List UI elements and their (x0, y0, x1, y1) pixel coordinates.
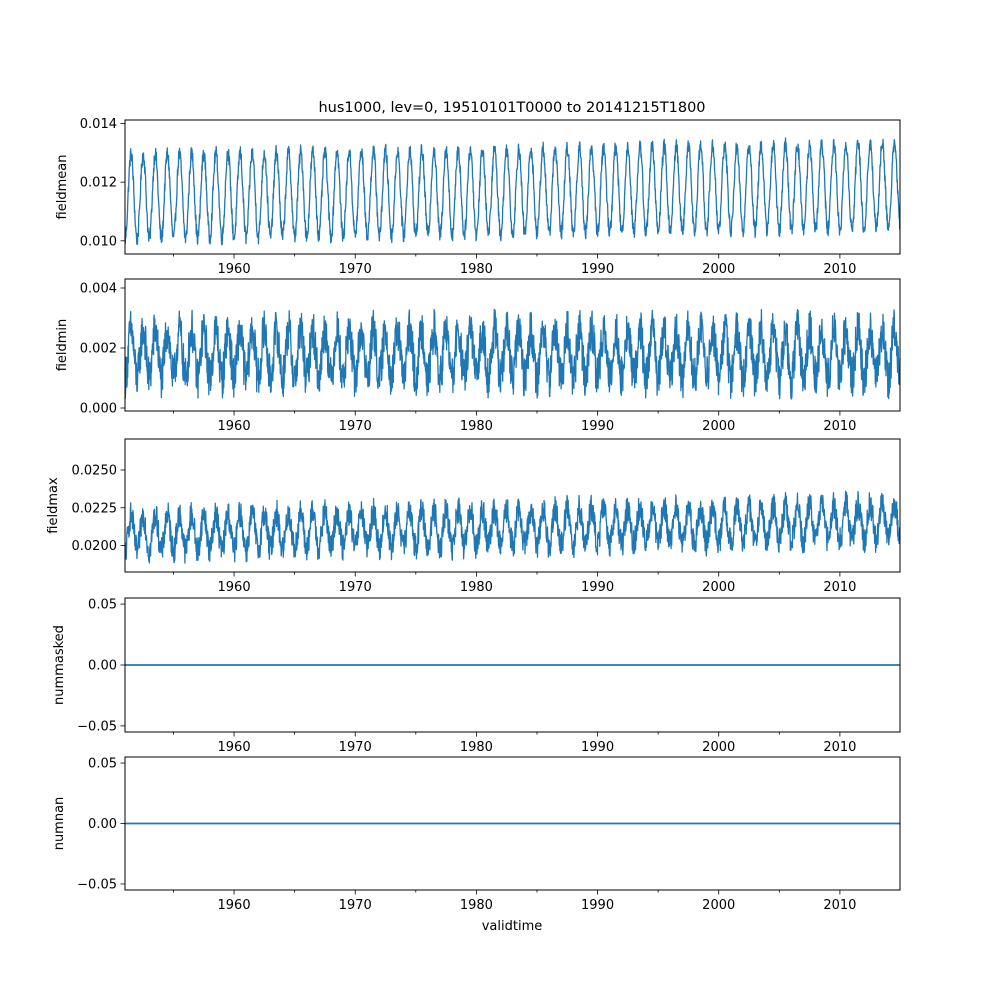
y-axis-label-fieldmin: fieldmin (55, 319, 70, 372)
x-tick-label: 1960 (218, 740, 251, 755)
y-tick-label: 0.002 (80, 342, 117, 357)
y-tick-label: −0.05 (77, 877, 117, 892)
y-axis-label-fieldmean: fieldmean (55, 155, 70, 220)
series-line-fieldmean (124, 137, 901, 246)
x-tick-label: 2010 (823, 580, 856, 595)
x-tick-label: 2010 (823, 898, 856, 913)
x-tick-label: 1990 (581, 580, 614, 595)
x-tick-label: 1960 (218, 262, 251, 277)
y-tick-label: 0.00 (88, 817, 117, 832)
x-tick-label: 1970 (339, 898, 372, 913)
y-axis-label-fieldmax: fieldmax (46, 477, 61, 534)
x-tick-label: 1970 (339, 419, 372, 434)
subplot-nummasked: 1960 1970 1980 1990 2000 2010 −0.05 0.00 0.05 num… (52, 597, 901, 755)
x-tick-label: 1980 (460, 262, 493, 277)
x-tick-label: 1990 (581, 898, 614, 913)
x-tick-label: 1960 (218, 419, 251, 434)
axes-frame-fieldmax (124, 438, 901, 573)
x-tick-label: 1960 (218, 898, 251, 913)
x-tick-label: 2010 (823, 740, 856, 755)
figure-title: hus1000, lev=0, 19510101T0000 to 2014121… (318, 100, 705, 116)
x-tick-label: 1990 (581, 740, 614, 755)
x-tick-label: 1990 (581, 262, 614, 277)
x-tick-label: 1990 (581, 419, 614, 434)
x-tick-label: 1980 (460, 580, 493, 595)
x-tick-label: 2010 (823, 419, 856, 434)
y-tick-label: 0.00 (88, 659, 117, 674)
subplot-panels: 1960 1970 1980 1990 2000 2010 0.010 0.012 0.014 f… (46, 117, 901, 913)
y-axis-label-numnan: numnan (52, 797, 67, 851)
x-axis-label: validtime (482, 919, 543, 934)
x-tick-label: 2000 (702, 419, 735, 434)
x-tick-label: 1980 (460, 419, 493, 434)
y-tick-label: 0.05 (88, 598, 117, 613)
y-tick-label: −0.05 (77, 719, 117, 734)
y-tick-label: 0.000 (80, 402, 117, 417)
x-tick-label: 2000 (702, 898, 735, 913)
x-tick-label: 2000 (702, 580, 735, 595)
y-tick-label: 0.014 (80, 117, 117, 132)
x-tick-label: 1980 (460, 898, 493, 913)
x-tick-label: 2010 (823, 262, 856, 277)
y-tick-label: 0.004 (80, 282, 117, 297)
x-tick-label: 1960 (218, 580, 251, 595)
subplot-fieldmin: 1960 1970 1980 1990 2000 2010 0.000 0.002 0.004 f… (55, 278, 901, 434)
y-tick-label: 0.010 (80, 234, 117, 249)
series-line-fieldmax (124, 490, 901, 564)
y-axis-label-nummasked: nummasked (52, 625, 67, 705)
x-tick-label: 2000 (702, 262, 735, 277)
y-tick-label: 0.012 (80, 176, 117, 191)
x-tick-label: 1980 (460, 740, 493, 755)
series-line-fieldmin (124, 308, 901, 400)
x-tick-label: 1970 (339, 740, 372, 755)
x-tick-label: 2000 (702, 740, 735, 755)
axes-frame-fieldmin (124, 278, 901, 412)
y-tick-label: 0.0225 (72, 501, 118, 516)
x-tick-label: 1970 (339, 580, 372, 595)
subplot-fieldmax: 1960 1970 1980 1990 2000 2010 0.0200 0.0225 0.02… (46, 438, 901, 595)
y-tick-label: 0.0250 (72, 463, 118, 478)
axes-frame-fieldmean (124, 119, 901, 255)
y-tick-label: 0.05 (88, 757, 117, 772)
x-tick-label: 1970 (339, 262, 372, 277)
y-tick-label: 0.0200 (72, 539, 118, 554)
subplot-fieldmean: 1960 1970 1980 1990 2000 2010 0.010 0.012 0.014 f… (55, 117, 901, 277)
subplot-numnan: 1960 1970 1980 1990 2000 2010 −0.05 0.00 0.05 num… (52, 756, 901, 913)
